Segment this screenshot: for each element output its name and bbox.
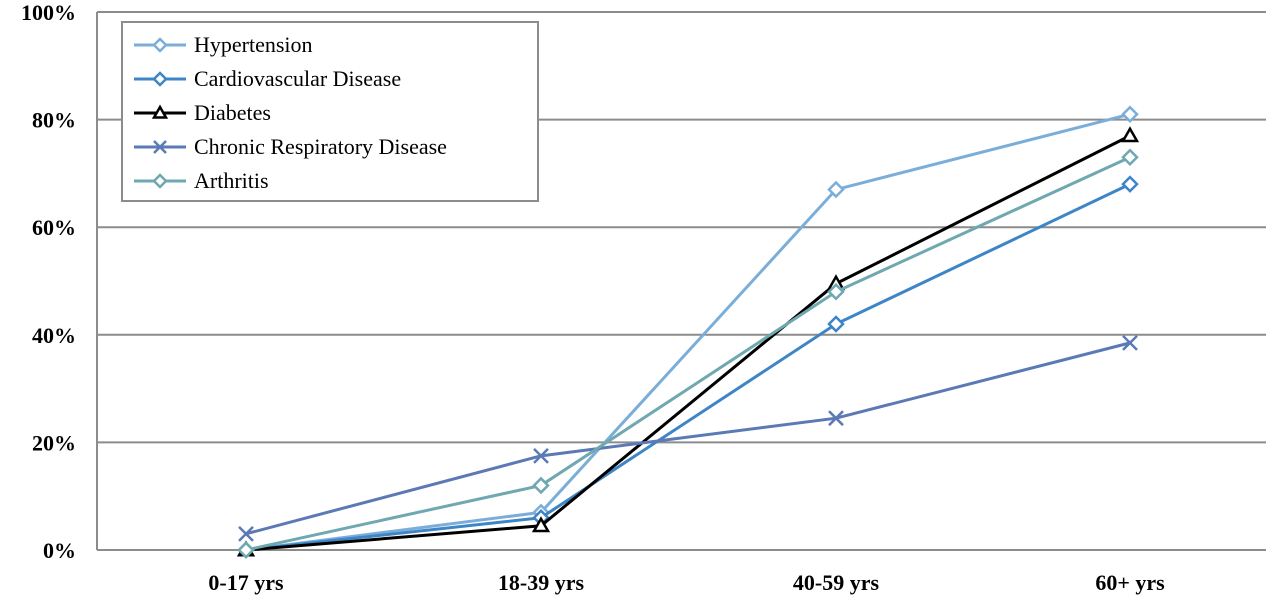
legend-label: Arthritis — [194, 168, 269, 193]
series-chronic-respiratory-disease — [238, 334, 1138, 542]
y-tick-label: 60% — [32, 215, 76, 240]
legend-label: Hypertension — [194, 32, 313, 57]
data-point-marker — [1120, 126, 1140, 143]
data-point-marker — [1121, 105, 1139, 123]
series-group — [236, 105, 1140, 559]
y-tick-label: 40% — [32, 323, 76, 348]
series-line — [245, 155, 1131, 552]
data-point-marker — [151, 104, 169, 119]
legend-label: Chronic Respiratory Disease — [194, 134, 447, 159]
x-axis-ticks: 0-17 yrs 18-39 yrs 40-59 yrs 60+ yrs — [208, 570, 1165, 595]
legend: Hypertension Cardiovascular Disease Diabet… — [121, 21, 539, 202]
data-point-marker — [533, 447, 549, 464]
x-tick-label: 60+ yrs — [1095, 570, 1165, 595]
x-tick-label: 0-17 yrs — [208, 570, 284, 595]
series-line — [245, 341, 1131, 536]
legend-label: Cardiovascular Disease — [194, 66, 401, 91]
data-point-marker — [531, 516, 551, 533]
data-point-marker — [827, 315, 845, 333]
data-point-marker — [238, 525, 254, 542]
data-point-marker — [1121, 175, 1139, 193]
x-tick-label: 40-59 yrs — [793, 570, 880, 595]
legend-item: Hypertension — [134, 32, 313, 57]
data-point-marker — [1122, 334, 1138, 351]
data-point-marker — [237, 541, 255, 559]
y-tick-label: 100% — [21, 0, 76, 25]
data-point-marker — [827, 282, 845, 301]
data-point-marker — [152, 37, 168, 53]
data-point-marker — [828, 410, 844, 427]
y-tick-label: 20% — [32, 430, 76, 455]
y-tick-label: 80% — [32, 108, 76, 133]
series-arthritis — [237, 148, 1139, 559]
series-line — [245, 182, 1131, 552]
legend-box — [121, 21, 539, 202]
legend-label: Diabetes — [194, 100, 271, 125]
y-tick-label: 0% — [43, 538, 76, 563]
legend-item: Cardiovascular Disease — [134, 66, 401, 91]
data-point-marker — [827, 180, 845, 199]
data-point-marker — [152, 173, 168, 189]
series-line — [245, 112, 1131, 552]
data-point-marker — [153, 140, 167, 154]
y-axis-ticks: 0% 20% 40% 60% 80% 100% — [21, 0, 76, 563]
x-tick-label: 18-39 yrs — [498, 570, 585, 595]
data-point-marker — [152, 71, 168, 87]
legend-item: Diabetes — [134, 100, 271, 125]
data-point-marker — [1121, 148, 1139, 167]
series-line — [245, 134, 1131, 552]
legend-item: Chronic Respiratory Disease — [134, 134, 447, 159]
legend-item: Arthritis — [134, 168, 269, 193]
data-point-marker — [532, 476, 550, 495]
